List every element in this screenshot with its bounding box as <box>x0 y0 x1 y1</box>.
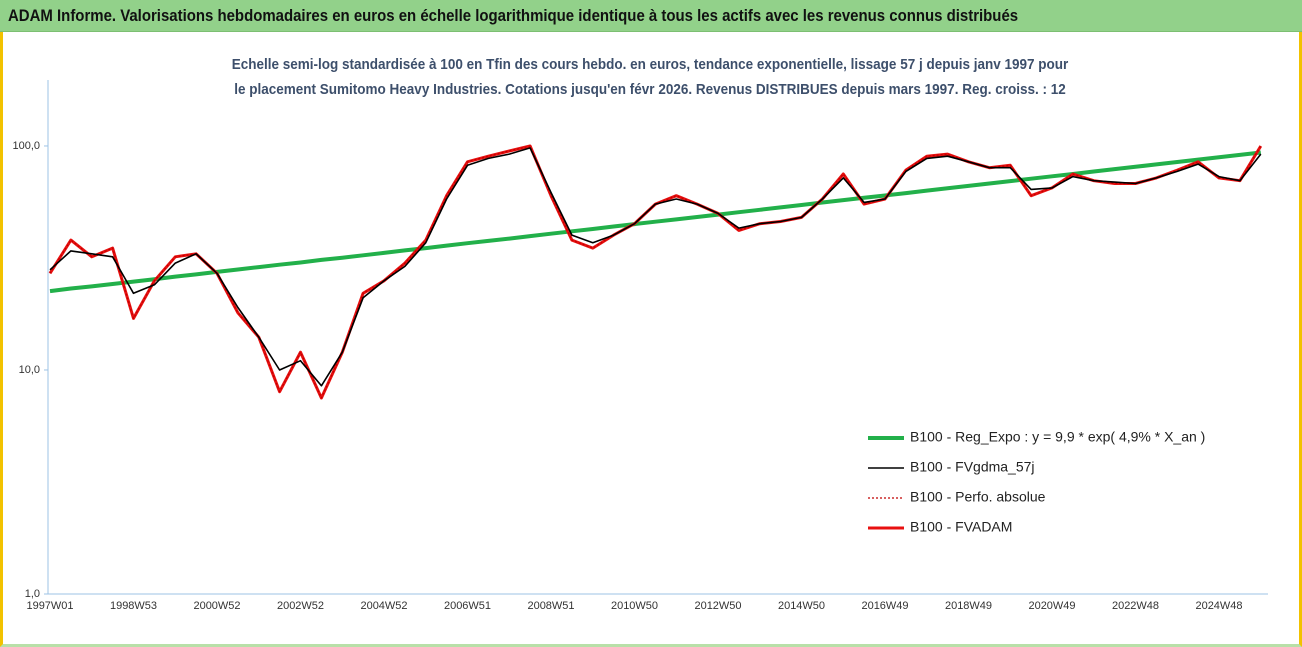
x-tick-label: 1998W53 <box>110 600 157 612</box>
x-tick-label: 2014W50 <box>778 600 825 612</box>
x-tick-label: 2006W51 <box>444 600 491 612</box>
x-tick-label: 2002W52 <box>277 600 324 612</box>
series-line <box>49 147 1262 387</box>
header: ADAM Informe. Valorisations hebdomadaire… <box>0 0 1302 32</box>
x-tick-label: 2024W48 <box>1195 600 1242 612</box>
x-tick-label: 2004W52 <box>360 600 407 612</box>
y-tick-label: 100,0 <box>12 140 40 152</box>
y-tick-label: 1,0 <box>25 588 40 600</box>
x-tick-label: 2020W49 <box>1028 600 1075 612</box>
legend-label: B100 - FVADAM <box>910 519 1012 535</box>
x-tick-label: 2018W49 <box>945 600 992 612</box>
series-line <box>49 150 1262 294</box>
x-tick-label: 2022W48 <box>1112 600 1159 612</box>
series-line <box>49 145 1262 399</box>
x-tick-label: 2008W51 <box>527 600 574 612</box>
x-tick-label: 2012W50 <box>694 600 741 612</box>
legend-label: B100 - FVgdma_57j <box>910 459 1035 475</box>
legend-label: B100 - Perfo. absolue <box>910 489 1046 505</box>
x-tick-label: 2010W50 <box>611 600 658 612</box>
x-tick-label: 1997W01 <box>26 600 73 612</box>
x-tick-label: 2016W49 <box>861 600 908 612</box>
chart-title: ADAM Informe. Valorisations hebdomadaire… <box>8 6 1019 25</box>
x-tick-label: 2000W52 <box>193 600 240 612</box>
legend-label: B100 - Reg_Expo : y = 9,9 * exp( 4,9% * … <box>910 429 1205 445</box>
y-tick-label: 10,0 <box>19 364 40 376</box>
frame <box>0 32 1302 647</box>
chart-subtitle: Echelle semi-log standardisée à 100 en T… <box>231 56 1069 98</box>
